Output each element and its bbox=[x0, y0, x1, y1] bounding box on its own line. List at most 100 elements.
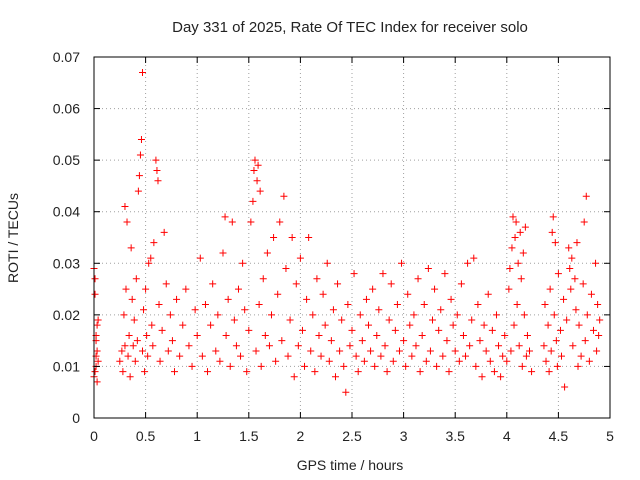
data-point bbox=[556, 326, 564, 334]
data-point bbox=[398, 259, 406, 267]
data-point bbox=[122, 285, 130, 293]
data-point bbox=[501, 331, 509, 339]
data-point bbox=[589, 326, 597, 334]
data-point bbox=[580, 218, 588, 226]
data-point bbox=[354, 368, 362, 376]
data-point bbox=[234, 285, 242, 293]
data-point bbox=[371, 362, 379, 370]
data-point bbox=[519, 249, 527, 257]
data-point bbox=[344, 301, 352, 309]
data-point bbox=[142, 285, 150, 293]
x-axis-label: GPS time / hours bbox=[297, 457, 404, 473]
data-point bbox=[91, 368, 99, 376]
data-point bbox=[424, 264, 432, 272]
data-point bbox=[93, 321, 101, 329]
data-point bbox=[212, 347, 220, 355]
data-point bbox=[526, 347, 534, 355]
data-point bbox=[237, 352, 245, 360]
data-point bbox=[329, 306, 337, 314]
data-point bbox=[214, 311, 222, 319]
data-point bbox=[148, 321, 156, 329]
data-point bbox=[582, 192, 590, 200]
data-point bbox=[545, 368, 553, 376]
data-point bbox=[478, 373, 486, 381]
data-point bbox=[147, 254, 155, 262]
data-point bbox=[272, 357, 280, 365]
data-point bbox=[168, 337, 176, 345]
data-point bbox=[226, 362, 234, 370]
data-point bbox=[129, 342, 137, 350]
data-point bbox=[278, 337, 286, 345]
data-point bbox=[575, 321, 583, 329]
data-point bbox=[449, 321, 457, 329]
y-tick-label: 0.02 bbox=[53, 307, 80, 323]
data-point bbox=[290, 373, 298, 381]
data-point bbox=[581, 337, 589, 345]
data-point bbox=[514, 259, 522, 267]
data-point bbox=[510, 321, 518, 329]
data-point bbox=[459, 331, 467, 339]
data-point bbox=[265, 342, 273, 350]
data-point bbox=[182, 285, 190, 293]
data-point bbox=[495, 342, 503, 350]
x-tick-label: 4 bbox=[503, 428, 511, 444]
data-point bbox=[156, 357, 164, 365]
x-tick-label: 1.5 bbox=[239, 428, 259, 444]
data-point bbox=[160, 228, 168, 236]
data-point bbox=[420, 301, 428, 309]
data-point bbox=[204, 368, 212, 376]
data-point bbox=[144, 352, 152, 360]
data-point bbox=[393, 301, 401, 309]
data-point bbox=[93, 347, 101, 355]
data-point bbox=[158, 326, 166, 334]
data-point bbox=[387, 280, 395, 288]
data-point bbox=[296, 254, 304, 262]
data-point bbox=[383, 368, 391, 376]
data-point bbox=[509, 213, 517, 221]
data-point bbox=[301, 362, 309, 370]
x-tick-label: 2.5 bbox=[342, 428, 362, 444]
data-point bbox=[457, 280, 465, 288]
data-point bbox=[270, 234, 278, 241]
data-point bbox=[579, 280, 587, 288]
data-point bbox=[313, 275, 321, 283]
data-point bbox=[554, 270, 562, 278]
y-tick-label: 0.06 bbox=[53, 101, 80, 117]
data-point bbox=[566, 264, 574, 272]
data-point bbox=[476, 337, 484, 345]
data-point bbox=[548, 228, 556, 236]
data-point bbox=[298, 326, 306, 334]
data-point bbox=[400, 337, 408, 345]
data-point bbox=[462, 352, 470, 360]
data-point bbox=[251, 156, 259, 164]
axis-ticks bbox=[93, 56, 611, 419]
data-point bbox=[118, 347, 126, 355]
data-point bbox=[377, 352, 385, 360]
data-point bbox=[126, 373, 134, 381]
data-point bbox=[196, 254, 204, 262]
x-tick-labels: 0 0.5 1 1.5 2 2.5 3 3.5 4 4.5 5 bbox=[90, 428, 614, 444]
data-point bbox=[128, 295, 136, 303]
x-tick-label: 0.5 bbox=[136, 428, 156, 444]
data-point bbox=[492, 311, 500, 319]
data-point bbox=[131, 357, 139, 365]
data-point bbox=[512, 218, 520, 226]
data-point bbox=[116, 357, 124, 365]
data-point bbox=[573, 239, 581, 247]
data-point bbox=[362, 295, 370, 303]
data-point bbox=[572, 306, 580, 314]
y-tick-label: 0.04 bbox=[53, 204, 80, 220]
data-point bbox=[587, 290, 595, 298]
data-point bbox=[412, 342, 420, 350]
data-point bbox=[179, 321, 187, 329]
grid-lines bbox=[94, 57, 610, 418]
data-point bbox=[455, 357, 463, 365]
data-point bbox=[201, 301, 209, 309]
data-point bbox=[506, 264, 514, 272]
data-point bbox=[418, 331, 426, 339]
data-point bbox=[219, 249, 227, 257]
data-point bbox=[373, 331, 381, 339]
data-point bbox=[443, 337, 451, 345]
data-point bbox=[410, 311, 418, 319]
data-point bbox=[153, 166, 161, 174]
